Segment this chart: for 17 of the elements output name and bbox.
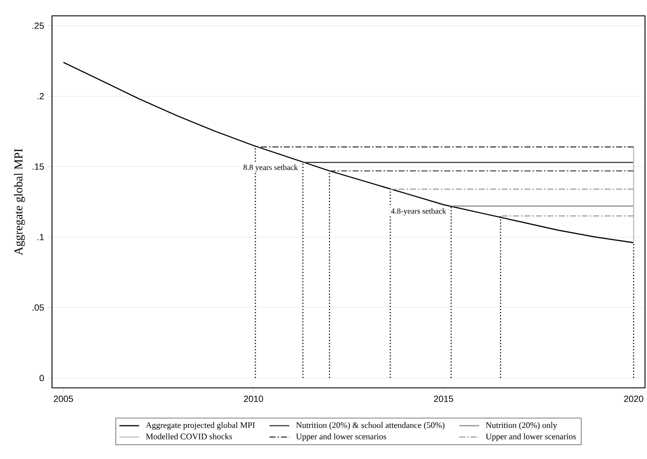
- y-tick-label: .25: [32, 22, 44, 29]
- y-tick-label: 0: [40, 374, 44, 382]
- legend-label: Modelled COVID shocks: [146, 433, 232, 440]
- y-tick-label: .1: [38, 234, 44, 240]
- legend-label: Nutrition (20%) only: [486, 422, 558, 430]
- y-tick-label: .15: [32, 164, 44, 170]
- y-tick-label: .2: [38, 93, 44, 100]
- y-tick-label: .05: [32, 304, 44, 311]
- x-tick-label: 2005: [54, 396, 73, 402]
- x-tick-label: 2015: [434, 396, 454, 402]
- legend-label: Upper and lower scenarios: [486, 433, 576, 442]
- x-tick-label: 2020: [624, 396, 644, 402]
- legend-label: Upper and lower scenarios: [296, 433, 386, 442]
- legend-label: Nutrition (20%) & school attendance (50%): [296, 422, 444, 430]
- y-axis-title: Aggregate global MPI: [14, 148, 25, 256]
- legend-label: Aggregate projected global MPI: [146, 422, 255, 430]
- x-tick-label: 2010: [244, 396, 264, 402]
